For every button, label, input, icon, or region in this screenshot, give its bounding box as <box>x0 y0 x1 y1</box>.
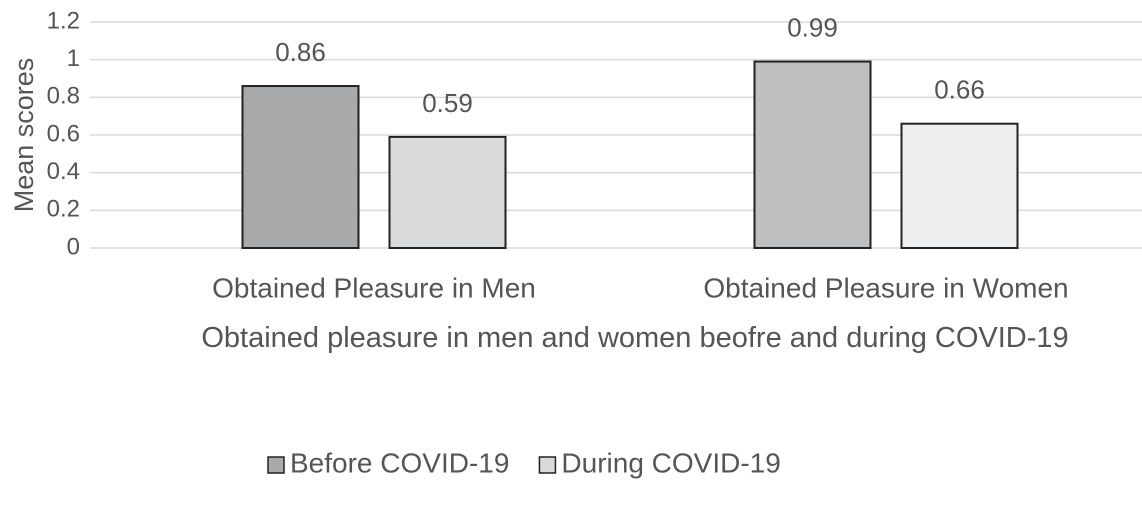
y-tick-label: 0 <box>67 233 80 260</box>
x-tick-label: Obtained Pleasure in Women <box>703 272 1068 303</box>
y-tick-label: 1.2 <box>47 7 80 34</box>
y-tick-label: 0.2 <box>47 196 80 223</box>
bar <box>388 135 507 249</box>
y-tick-label: 0.6 <box>47 120 80 147</box>
y-tick-label: 0.8 <box>47 83 80 110</box>
legend-swatch <box>538 456 557 474</box>
y-tick-label: 1 <box>67 45 80 72</box>
y-axis-label: Mean scores <box>9 58 39 213</box>
value-label: 0.99 <box>787 12 838 42</box>
legend-label: During COVID-19 <box>561 447 780 478</box>
legend-label: Before COVID-19 <box>290 447 509 478</box>
y-tick-label: 0.4 <box>47 158 80 185</box>
bar <box>900 122 1019 249</box>
value-label: 0.86 <box>275 37 326 67</box>
x-axis-label: Obtained pleasure in men and women beofr… <box>201 322 1069 354</box>
bar <box>241 85 360 249</box>
legend-swatch <box>267 456 285 474</box>
bar <box>753 60 872 249</box>
value-label: 0.59 <box>422 88 473 118</box>
value-label: 0.66 <box>934 75 985 105</box>
x-tick-label: Obtained Pleasure in Men <box>212 272 536 303</box>
